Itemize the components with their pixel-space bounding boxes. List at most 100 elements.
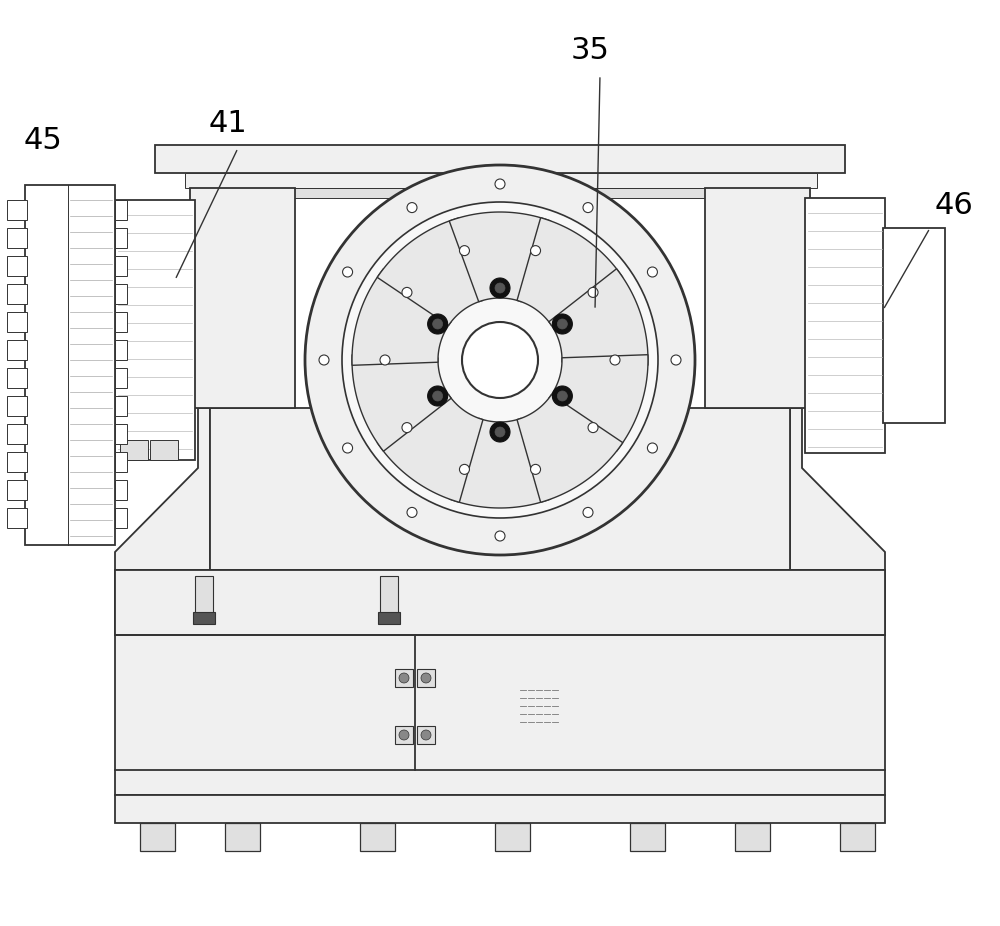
Circle shape <box>459 245 469 256</box>
Bar <box>7 396 27 416</box>
Bar <box>115 312 127 332</box>
Bar <box>185 173 817 188</box>
Circle shape <box>495 427 505 437</box>
Bar <box>840 823 875 851</box>
Polygon shape <box>449 212 551 302</box>
Circle shape <box>399 673 409 683</box>
Bar <box>7 312 27 332</box>
Bar <box>210 408 790 570</box>
Bar <box>190 188 295 408</box>
Circle shape <box>402 422 412 432</box>
Bar <box>115 424 127 444</box>
Bar <box>7 368 27 388</box>
Polygon shape <box>352 269 451 365</box>
Bar <box>7 340 27 360</box>
Circle shape <box>610 355 620 365</box>
Circle shape <box>380 355 390 365</box>
Bar <box>115 396 127 416</box>
Circle shape <box>319 355 329 365</box>
Bar <box>115 284 127 304</box>
Circle shape <box>588 422 598 432</box>
Circle shape <box>495 531 505 541</box>
Bar <box>115 256 127 276</box>
Bar <box>115 570 885 635</box>
Bar <box>705 188 810 408</box>
Polygon shape <box>549 355 648 451</box>
Circle shape <box>588 287 598 297</box>
Circle shape <box>583 507 593 518</box>
Text: 41: 41 <box>209 109 247 138</box>
Bar <box>495 823 530 851</box>
Bar <box>378 612 400 624</box>
Polygon shape <box>115 408 210 570</box>
Circle shape <box>343 267 353 277</box>
Bar <box>115 508 127 528</box>
Circle shape <box>552 386 572 406</box>
Circle shape <box>490 422 510 442</box>
Bar <box>7 480 27 500</box>
Bar <box>115 228 127 248</box>
Bar <box>140 823 175 851</box>
Circle shape <box>459 464 469 474</box>
Bar <box>115 570 885 795</box>
Circle shape <box>557 391 567 401</box>
Circle shape <box>343 443 353 453</box>
Bar <box>7 228 27 248</box>
Circle shape <box>305 165 695 555</box>
Circle shape <box>428 314 448 334</box>
Bar <box>115 480 127 500</box>
Bar <box>225 823 260 851</box>
Polygon shape <box>790 408 885 570</box>
Circle shape <box>433 391 443 401</box>
Bar <box>7 508 27 528</box>
Bar <box>7 200 27 220</box>
Bar <box>115 452 127 472</box>
Circle shape <box>531 245 541 256</box>
Bar <box>195 576 213 614</box>
Circle shape <box>407 507 417 518</box>
Circle shape <box>531 464 541 474</box>
Bar <box>115 200 127 220</box>
Circle shape <box>462 322 538 398</box>
Bar <box>395 669 413 687</box>
Circle shape <box>490 278 510 298</box>
Circle shape <box>407 203 417 213</box>
Bar <box>735 823 770 851</box>
Polygon shape <box>377 394 483 502</box>
Circle shape <box>421 730 431 740</box>
Circle shape <box>495 179 505 189</box>
Circle shape <box>557 319 567 329</box>
Bar <box>115 200 195 460</box>
Circle shape <box>671 355 681 365</box>
Polygon shape <box>352 355 451 451</box>
Text: 45: 45 <box>24 126 62 155</box>
Circle shape <box>647 443 657 453</box>
Circle shape <box>433 319 443 329</box>
Bar <box>155 145 845 173</box>
Bar <box>630 823 665 851</box>
Bar <box>7 284 27 304</box>
Bar <box>395 726 413 744</box>
Circle shape <box>583 203 593 213</box>
Circle shape <box>495 283 505 293</box>
Bar <box>150 440 178 460</box>
Bar <box>7 256 27 276</box>
Circle shape <box>399 730 409 740</box>
Bar <box>120 440 148 460</box>
Bar <box>115 795 885 823</box>
Polygon shape <box>517 394 623 502</box>
Bar <box>417 669 435 687</box>
Bar <box>360 823 395 851</box>
Circle shape <box>428 386 448 406</box>
Bar <box>883 228 945 423</box>
Polygon shape <box>377 218 483 325</box>
Bar <box>7 424 27 444</box>
Circle shape <box>421 673 431 683</box>
Polygon shape <box>449 419 551 508</box>
Bar <box>417 726 435 744</box>
Polygon shape <box>517 218 623 325</box>
Bar <box>115 368 127 388</box>
Text: 46: 46 <box>935 191 974 220</box>
Circle shape <box>342 202 658 518</box>
Bar <box>205 188 798 198</box>
